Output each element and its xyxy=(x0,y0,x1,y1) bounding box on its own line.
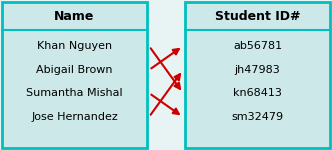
Text: ab56781: ab56781 xyxy=(233,41,282,51)
FancyBboxPatch shape xyxy=(185,2,330,148)
Text: Sumantha Mishal: Sumantha Mishal xyxy=(26,88,123,98)
Text: Abigail Brown: Abigail Brown xyxy=(36,65,113,75)
Text: Name: Name xyxy=(54,11,95,24)
FancyBboxPatch shape xyxy=(2,2,147,148)
Text: Jose Hernandez: Jose Hernandez xyxy=(31,112,118,122)
Text: kn68413: kn68413 xyxy=(233,88,282,98)
Text: Student ID#: Student ID# xyxy=(215,11,300,24)
Text: jh47983: jh47983 xyxy=(235,65,281,75)
Text: sm32479: sm32479 xyxy=(231,112,284,122)
Text: Khan Nguyen: Khan Nguyen xyxy=(37,41,112,51)
